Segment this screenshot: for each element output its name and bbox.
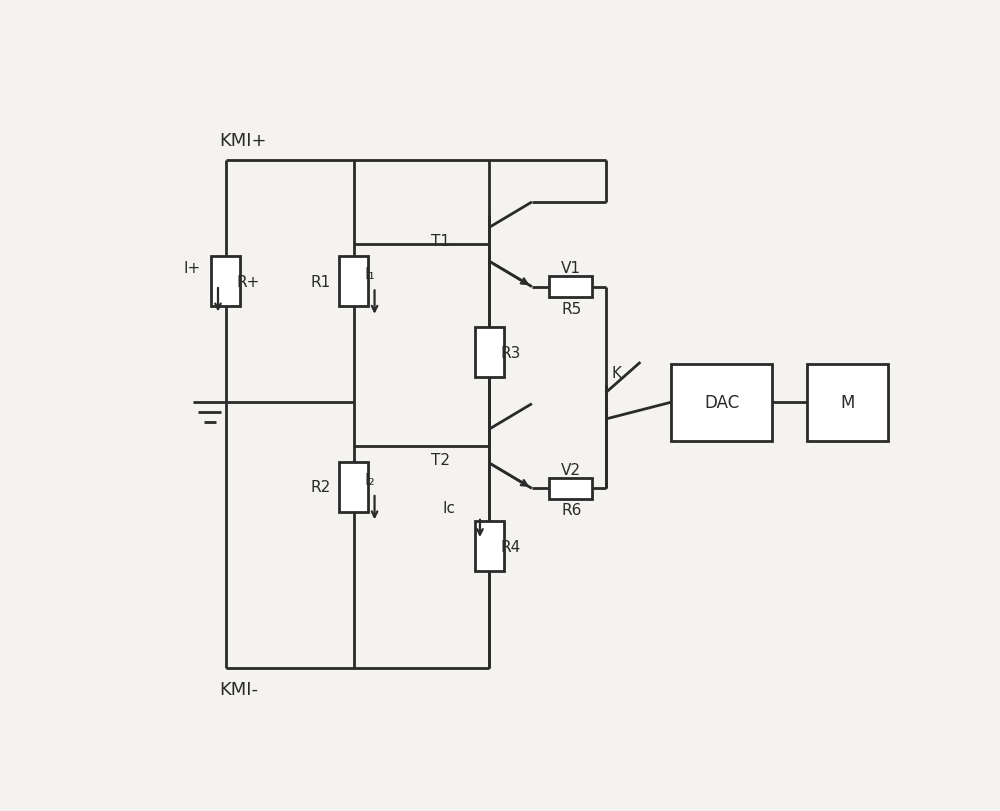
Bar [549,478,592,500]
Text: KMI+: KMI+ [220,132,267,150]
Text: R5: R5 [561,302,582,316]
Text: R+: R+ [237,274,260,290]
Text: R2: R2 [311,480,331,495]
Bar [211,257,240,307]
Text: I+: I+ [183,260,200,276]
Text: R1: R1 [311,274,331,290]
Text: T1: T1 [431,234,450,249]
Bar [339,257,368,307]
Bar [671,364,772,441]
Text: V2: V2 [561,462,581,477]
Bar [475,328,504,378]
Text: M: M [840,393,855,412]
Text: Ic: Ic [443,500,456,516]
Bar [807,364,888,441]
Text: R4: R4 [500,539,520,554]
Bar [549,277,592,298]
Text: R3: R3 [500,345,520,360]
Text: K: K [612,366,622,381]
Text: DAC: DAC [704,393,739,412]
Text: I₂: I₂ [364,472,375,487]
Text: T2: T2 [431,453,450,468]
Bar [475,521,504,572]
Text: I₁: I₁ [364,267,375,281]
Text: KMI-: KMI- [220,680,259,698]
Text: V1: V1 [561,260,581,276]
Text: R6: R6 [561,503,582,517]
Bar [339,462,368,513]
